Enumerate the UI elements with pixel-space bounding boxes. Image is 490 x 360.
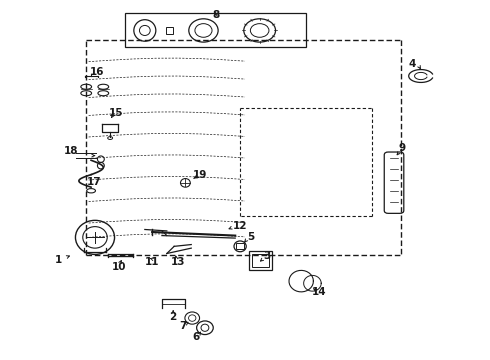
Text: 5: 5 (247, 232, 254, 242)
Text: 6: 6 (193, 332, 200, 342)
Text: 1: 1 (55, 255, 62, 265)
Text: 7: 7 (179, 321, 186, 331)
Text: 16: 16 (90, 67, 105, 77)
Bar (236, 243, 244, 249)
Text: 18: 18 (63, 146, 78, 156)
Text: 9: 9 (399, 143, 406, 153)
Text: 14: 14 (312, 287, 326, 297)
Text: 13: 13 (171, 257, 185, 267)
Bar (125, 13, 306, 47)
Text: 2: 2 (170, 312, 177, 322)
Text: 17: 17 (87, 177, 102, 187)
Text: 19: 19 (193, 170, 207, 180)
Text: 4: 4 (409, 59, 416, 69)
Bar (252, 253, 269, 267)
Bar (249, 251, 272, 270)
Text: 3: 3 (263, 251, 270, 261)
Text: 10: 10 (112, 262, 127, 272)
Text: 12: 12 (233, 221, 247, 231)
Bar (166, 27, 173, 34)
Text: 8: 8 (212, 10, 220, 20)
Text: 15: 15 (109, 108, 124, 118)
Text: 11: 11 (145, 257, 159, 267)
